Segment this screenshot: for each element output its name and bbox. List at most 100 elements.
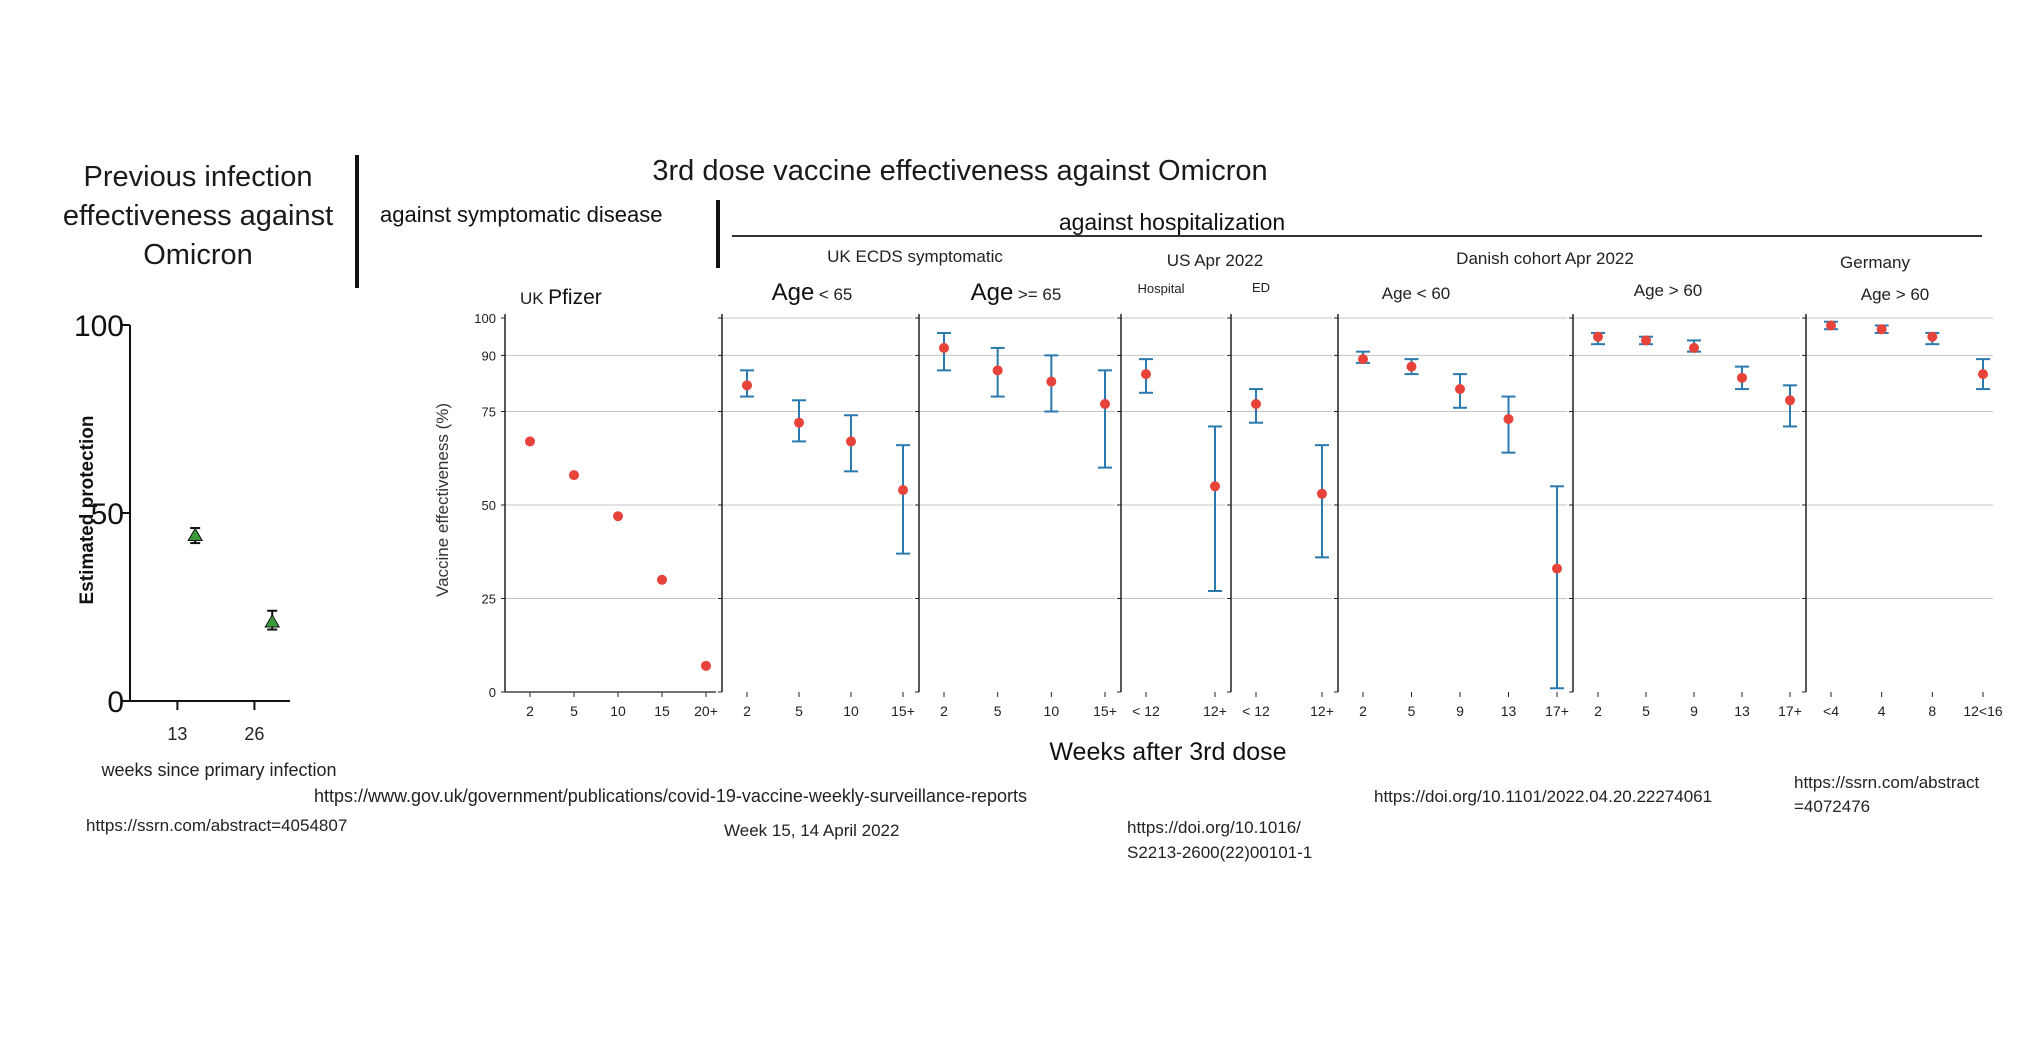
data-point — [939, 342, 949, 353]
panel-x-tick-label: 12+ — [1203, 703, 1227, 719]
panel-label-age-word: Age — [970, 279, 1014, 306]
panel-x-tick-label: 5 — [795, 703, 803, 719]
data-point — [742, 380, 752, 391]
panel-x-tick-label: 17+ — [1545, 703, 1569, 719]
panel-label-danish-under-60: Age < 60 — [1381, 284, 1451, 303]
panel-label-uk: UK — [520, 289, 544, 308]
data-point — [657, 574, 667, 585]
source-link-ssrn-left[interactable]: https://ssrn.com/abstract=4054807 — [86, 816, 348, 835]
data-point — [1503, 413, 1514, 424]
data-point — [1251, 399, 1261, 410]
left-y-axis-title: Estimated protection — [77, 415, 98, 605]
group-label-us: US Apr 2022 — [1166, 251, 1264, 270]
panel-x-tick-label: 12+ — [1310, 703, 1334, 719]
panel-x-tick-label: 5 — [1408, 703, 1416, 719]
data-point — [846, 436, 856, 447]
group-label-danish: Danish cohort Apr 2022 — [1456, 249, 1634, 268]
panel-x-tick-label: 5 — [994, 703, 1002, 719]
panel-x-tick-label: 10 — [1044, 703, 1060, 719]
data-point — [794, 417, 804, 428]
symptomatic-disease-header: against symptomatic disease — [380, 202, 663, 227]
panel-label-age-range: < 65 — [818, 285, 853, 304]
left-y-tick-label: 0 — [107, 686, 124, 719]
data-point — [1927, 331, 1938, 342]
panel-label-danish-over-60: Age > 60 — [1633, 281, 1703, 300]
data-point — [613, 511, 623, 522]
data-point — [1826, 320, 1836, 331]
data-point — [525, 436, 535, 447]
data-point — [898, 485, 908, 496]
previous-infection-title: Previous infection effectiveness against… — [62, 161, 334, 271]
data-point — [1317, 488, 1327, 499]
source-link-lancet-line2[interactable]: S2213-2600(22)00101-1 — [1127, 843, 1313, 862]
left-data-point — [187, 527, 204, 542]
data-point — [1358, 354, 1368, 365]
panel-x-tick-label: 13 — [1734, 703, 1750, 719]
panel-x-tick-label: 5 — [570, 703, 578, 719]
left-x-tick-label: 26 — [244, 724, 264, 744]
data-point — [1593, 331, 1603, 342]
panel-x-tick-label: 17+ — [1778, 703, 1802, 719]
source-link-germany-line1[interactable]: https://ssrn.com/abstract — [1794, 773, 1980, 792]
data-point — [1141, 369, 1151, 380]
left-data-point — [264, 614, 281, 628]
panel-x-tick-label: 9 — [1456, 703, 1464, 719]
panel-x-tick-label: 5 — [1642, 703, 1650, 719]
data-point — [1100, 399, 1110, 410]
main-x-axis-title: Weeks after 3rd dose — [1049, 738, 1287, 766]
data-point — [1785, 395, 1795, 406]
panel-x-tick-label: 2 — [940, 703, 948, 719]
panel-x-tick-label: 10 — [610, 703, 626, 719]
hospitalization-header: against hospitalization — [1058, 209, 1286, 235]
panel-x-tick-label: 2 — [1594, 703, 1602, 719]
source-link-danish[interactable]: https://doi.org/10.1101/2022.04.20.22274… — [1374, 787, 1713, 806]
source-date-week: Week 15, 14 April 2022 — [724, 821, 900, 840]
main-y-axis-title: Vaccine effectiveness (%) — [433, 402, 452, 598]
left-x-tick-label: 13 — [167, 724, 187, 744]
panel-x-tick-label: 13 — [1501, 703, 1517, 719]
panel-x-tick-label: 9 — [1690, 703, 1698, 719]
data-point — [1689, 342, 1699, 353]
main-title: 3rd dose vaccine effectiveness against O… — [652, 155, 1268, 187]
data-point — [1876, 324, 1887, 335]
panel-x-tick-label: 10 — [843, 703, 859, 719]
data-point — [701, 660, 711, 671]
left-y-tick-label: 50 — [91, 498, 124, 531]
panel-label-age-range: >= 65 — [1017, 285, 1062, 304]
panel-x-tick-label: 4 — [1878, 703, 1886, 719]
panel-x-tick-label: 8 — [1928, 703, 1936, 719]
panel-label-ed: ED — [1251, 280, 1271, 295]
data-point — [1737, 372, 1747, 383]
data-point — [1552, 563, 1562, 574]
main-y-tick-label: 0 — [489, 685, 496, 700]
data-point — [1046, 376, 1057, 387]
panel-x-tick-label: 15+ — [891, 703, 915, 719]
group-label-germany: Germany — [1840, 253, 1910, 272]
main-y-tick-label: 25 — [482, 592, 496, 607]
source-link-lancet-line1[interactable]: https://doi.org/10.1016/ — [1127, 818, 1301, 837]
panel-label-age-word: Age — [771, 279, 815, 306]
panel-x-tick-label: <4 — [1823, 703, 1839, 719]
main-y-tick-label: 50 — [482, 498, 496, 513]
left-title-divider — [355, 155, 359, 288]
panel-x-tick-label: < 12 — [1132, 703, 1160, 719]
panel-x-tick-label: 12<16 — [1963, 703, 2003, 719]
panel-x-tick-label: 2 — [1359, 703, 1367, 719]
data-point — [1406, 361, 1417, 372]
group-label-uk-ecds: UK ECDS symptomatic — [827, 247, 1003, 266]
main-y-tick-label: 75 — [482, 405, 496, 420]
data-point — [1210, 481, 1220, 492]
previous-infection-chart: 0 50 100 13 26 — [74, 310, 290, 744]
panel-x-tick-label: 15 — [654, 703, 670, 719]
data-point — [569, 470, 579, 481]
main-y-tick-label: 90 — [482, 348, 496, 363]
main-y-tick-label: 100 — [474, 311, 496, 326]
panel-label-pfizer: Pfizer — [548, 286, 602, 309]
panel-x-tick-label: < 12 — [1242, 703, 1270, 719]
data-point — [1978, 369, 1988, 380]
panel-label-age-under-65: Age < 65 — [772, 279, 853, 307]
source-link-germany-line2[interactable]: =4072476 — [1794, 797, 1871, 816]
source-link-gov-uk[interactable]: https://www.gov.uk/government/publicatio… — [314, 786, 1027, 806]
